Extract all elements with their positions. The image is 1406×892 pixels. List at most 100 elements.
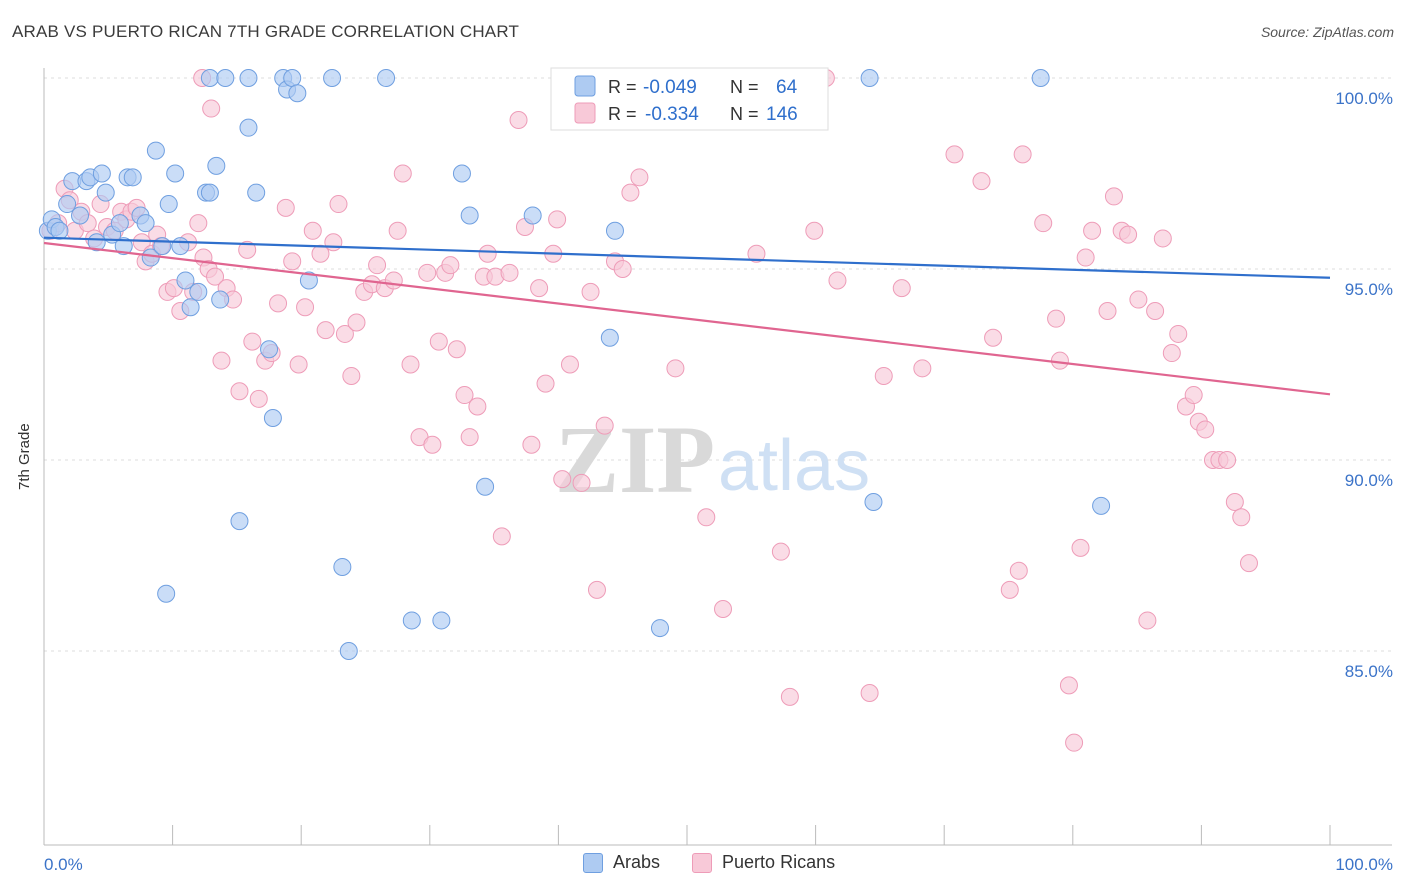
puerto-ricans-point-125 — [1119, 225, 1138, 244]
arabs-point-57 — [600, 328, 619, 347]
puerto-ricans-point-62 — [429, 332, 448, 351]
arabs-point-33 — [239, 118, 258, 137]
puerto-ricans-point-29 — [212, 351, 231, 370]
watermark-zip: ZIP — [555, 406, 715, 513]
arabs-point-56 — [605, 221, 624, 240]
y-tick-label-2: 90.0% — [1345, 471, 1393, 490]
puerto-ricans-point-15 — [132, 233, 151, 252]
puerto-ricans-point-98 — [771, 542, 790, 561]
puerto-ricans-point-108 — [945, 145, 964, 164]
puerto-ricans-point-105 — [874, 366, 893, 385]
arabs-point-62 — [864, 493, 883, 512]
puerto-ricans-point-32 — [230, 382, 249, 401]
puerto-ricans-point-109 — [972, 172, 991, 191]
stats-r-label-arabs: R = — [608, 77, 637, 97]
watermark: ZIP atlas — [555, 406, 870, 513]
puerto-ricans-point-113 — [1013, 145, 1032, 164]
puerto-ricans-point-50 — [347, 313, 366, 332]
puerto-ricans-trend-line — [43, 241, 1331, 396]
arabs-point-44 — [239, 69, 258, 87]
arabs-point-49 — [339, 642, 358, 660]
watermark-atlas: atlas — [718, 426, 870, 506]
puerto-ricans-point-39 — [276, 198, 295, 217]
arabs-point-23 — [166, 164, 185, 183]
puerto-ricans-point-139 — [1225, 493, 1244, 512]
stats-n-label-arabs: N = — [730, 77, 759, 97]
y-tick-label-0: 100.0% — [1335, 89, 1393, 108]
x-tick-label-0: 0.0% — [44, 855, 83, 874]
arabs-point-46 — [377, 69, 396, 87]
arabs-point-53 — [452, 164, 471, 183]
puerto-ricans-point-117 — [1059, 676, 1078, 695]
source-label: Source: ZipAtlas.com — [1260, 24, 1394, 40]
puerto-ricans-point-104 — [860, 684, 879, 703]
puerto-ricans-point-34 — [243, 332, 262, 351]
stats-legend-box — [550, 67, 829, 131]
puerto-ricans-point-64 — [441, 256, 460, 275]
puerto-ricans-point-80 — [548, 210, 567, 229]
arabs-point-55 — [523, 206, 542, 225]
puerto-ricans-point-45 — [316, 321, 335, 340]
puerto-ricans-point-49 — [342, 366, 361, 385]
arabs-point-27 — [189, 282, 208, 301]
puerto-ricans-point-135 — [1196, 420, 1215, 439]
puerto-ricans-point-58 — [401, 355, 420, 374]
arabs-point-41 — [299, 271, 318, 290]
puerto-ricans-point-70 — [478, 244, 497, 263]
puerto-ricans-point-130 — [1162, 344, 1181, 363]
arabs-point-31 — [211, 290, 230, 309]
puerto-ricans-point-107 — [913, 359, 932, 378]
puerto-ricans-point-112 — [1009, 561, 1028, 580]
puerto-ricans-point-67 — [460, 428, 479, 447]
puerto-ricans-point-25 — [189, 214, 208, 233]
puerto-ricans-point-83 — [572, 473, 591, 492]
arabs-point-45 — [323, 69, 342, 87]
arabs-point-50 — [402, 611, 421, 630]
puerto-ricans-point-123 — [1104, 187, 1123, 206]
puerto-ricans-point-65 — [447, 340, 466, 359]
puerto-ricans-point-115 — [1047, 309, 1066, 328]
arabs-trend-line — [43, 236, 1331, 279]
puerto-ricans-point-73 — [500, 263, 519, 282]
arabs-point-35 — [260, 340, 279, 359]
puerto-ricans-point-103 — [828, 271, 847, 290]
arabs-point-29 — [200, 183, 219, 202]
puerto-ricans-point-92 — [666, 359, 685, 378]
puerto-ricans-point-40 — [283, 252, 302, 271]
puerto-ricans-point-96 — [747, 244, 766, 263]
arabs-point-34 — [247, 183, 266, 202]
puerto-ricans-point-129 — [1153, 229, 1172, 248]
puerto-ricans-point-143 — [202, 99, 221, 118]
puerto-ricans-point-72 — [492, 527, 511, 546]
puerto-ricans-point-95 — [714, 599, 733, 618]
puerto-ricans-point-76 — [522, 435, 541, 454]
legend-swatch-puerto-ricans — [692, 852, 713, 873]
puerto-ricans-point-78 — [536, 374, 555, 393]
arabs-point-6 — [71, 206, 90, 225]
arabs-point-3 — [50, 221, 69, 240]
y-tick-label-1: 95.0% — [1345, 280, 1393, 299]
stats-r-value-puerto-ricans: -0.334 — [645, 104, 699, 125]
arabs-point-16 — [123, 168, 142, 187]
arabs-point-61 — [1031, 69, 1050, 87]
puerto-ricans-point-47 — [329, 195, 348, 214]
stats-n-label-puerto-ricans: N = — [730, 104, 759, 124]
puerto-ricans-point-55 — [384, 271, 403, 290]
arabs-point-14 — [114, 237, 133, 256]
tick-labels: 100.0% 95.0% 90.0% 85.0% 0.0% 100.0% — [44, 89, 1393, 874]
stats-swatch-arabs — [574, 75, 596, 97]
puerto-ricans-point-43 — [303, 221, 322, 240]
arabs-point-58 — [650, 619, 669, 638]
arabs-point-10 — [92, 164, 111, 183]
puerto-ricans-point-140 — [1232, 508, 1251, 527]
arabs-point-24 — [171, 237, 190, 256]
puerto-ricans-point-138 — [1218, 451, 1237, 469]
trend-lines — [43, 236, 1331, 396]
puerto-ricans-point-82 — [560, 355, 579, 374]
puerto-ricans-point-68 — [468, 397, 487, 416]
puerto-ricans-point-114 — [1034, 214, 1053, 233]
arabs-point-22 — [159, 195, 178, 214]
arabs-point-42 — [200, 69, 219, 87]
arabs-point-13 — [110, 214, 129, 233]
